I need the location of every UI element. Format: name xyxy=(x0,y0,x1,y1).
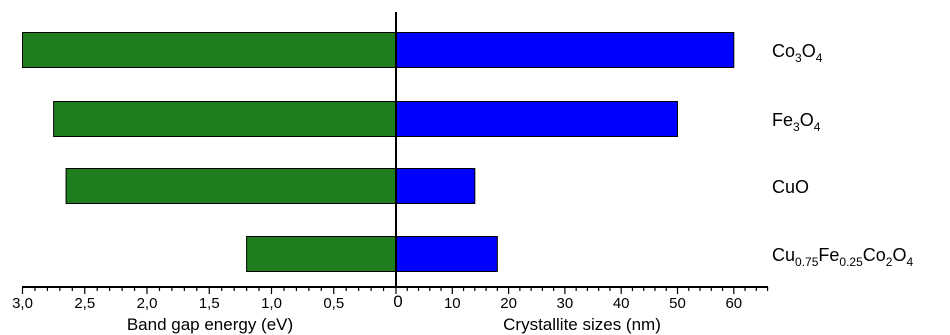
left-axis-title: Band gap energy (eV) xyxy=(127,315,293,334)
crystallite-bar-4 xyxy=(395,236,498,272)
crystallite-bar-3 xyxy=(395,168,476,204)
left-tick-label: 2,0 xyxy=(137,295,158,312)
right-tick-label: 50 xyxy=(669,295,686,312)
crystallite-bar-1 xyxy=(395,32,735,68)
band-gap-bars xyxy=(22,32,397,272)
category-labels: Co3O4 Fe3O4 CuO Cu0.75Fe0.25Co2O4 xyxy=(772,41,913,269)
axis-tick-labels: 3,0 2,5 2,0 1,5 1,0 0,5 10 20 30 40 50 60 xyxy=(12,295,742,312)
left-tick-label: 1,0 xyxy=(261,295,282,312)
left-tick-label: 3,0 xyxy=(12,295,33,312)
band-gap-bar-1 xyxy=(22,32,397,68)
right-tick-label: 20 xyxy=(500,295,517,312)
category-label-1: Co3O4 xyxy=(772,41,823,65)
band-gap-bar-3 xyxy=(65,168,397,204)
category-label-2: Fe3O4 xyxy=(772,110,821,134)
center-zero-label: 0 xyxy=(393,292,402,311)
right-tick-label: 30 xyxy=(557,295,574,312)
right-tick-label: 10 xyxy=(444,295,461,312)
band-gap-bar-2 xyxy=(53,101,397,137)
left-tick-label: 0,5 xyxy=(323,295,344,312)
crystallite-size-bars xyxy=(395,32,735,272)
right-tick-label: 40 xyxy=(613,295,630,312)
band-gap-bar-4 xyxy=(246,236,397,272)
axis-ticks xyxy=(21,287,769,294)
left-tick-label: 1,5 xyxy=(199,295,220,312)
right-axis-title: Crystallite sizes (nm) xyxy=(503,315,661,334)
category-label-3: CuO xyxy=(772,177,809,197)
category-label-4: Cu0.75Fe0.25Co2O4 xyxy=(772,245,913,269)
right-tick-label: 60 xyxy=(725,295,742,312)
crystallite-bar-2 xyxy=(395,101,678,137)
left-tick-label: 2,5 xyxy=(74,295,95,312)
